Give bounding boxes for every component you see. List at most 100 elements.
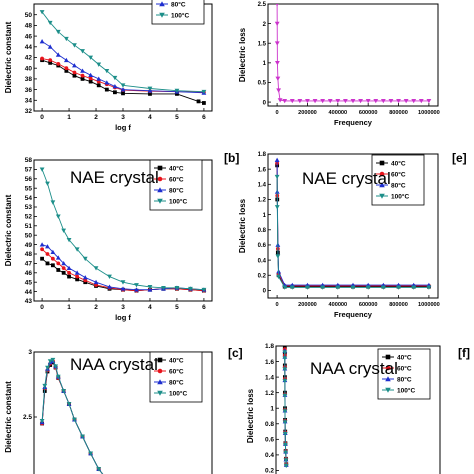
y-tick-label: 34 [25, 98, 33, 105]
data-point [120, 280, 126, 285]
series-group-e [274, 157, 432, 290]
data-point [120, 87, 126, 92]
data-point [96, 62, 102, 67]
data-point [113, 90, 117, 95]
series-line [276, 4, 429, 102]
data-point [201, 89, 207, 95]
y-tick-label: 44 [25, 289, 33, 296]
series-group-b [39, 167, 207, 293]
legend-marker [379, 182, 385, 188]
y-tick-label: 36 [25, 87, 33, 94]
data-point [47, 20, 53, 26]
data-point [380, 285, 386, 290]
data-point [45, 252, 50, 256]
x-tick-label: 1000000 [418, 110, 440, 116]
data-point [275, 60, 280, 66]
series-group-f [282, 346, 289, 469]
data-point [107, 274, 112, 279]
legend-label: 60°C [169, 176, 184, 184]
data-point [82, 275, 88, 280]
data-point [275, 76, 281, 81]
data-point [50, 256, 55, 261]
data-point [55, 52, 61, 57]
data-point [42, 383, 48, 389]
data-point [50, 357, 56, 363]
data-point [39, 39, 45, 44]
data-point [61, 270, 66, 275]
x-tick-label: 4 [148, 114, 152, 121]
data-point [82, 256, 88, 262]
x-tick-label: 3 [121, 304, 125, 311]
legend-label: 60°C [397, 365, 412, 373]
data-point [48, 60, 53, 65]
data-point [283, 463, 289, 469]
data-point [47, 44, 53, 49]
data-point [93, 279, 99, 285]
data-point [175, 91, 179, 96]
data-point [45, 365, 50, 370]
x-tick-label: 0 [40, 304, 44, 311]
data-point [289, 285, 295, 290]
data-point [277, 98, 283, 103]
data-point [320, 285, 326, 290]
data-point [411, 99, 417, 104]
y-tick-label: 38 [25, 76, 33, 83]
series-line [41, 11, 204, 93]
data-point [64, 66, 69, 71]
data-point [327, 99, 333, 104]
data-point [147, 287, 153, 292]
x-axis-label-b: log f [115, 313, 131, 322]
y-tick-label: 46 [25, 33, 33, 40]
legend-marker [157, 368, 163, 374]
data-point [305, 285, 310, 290]
data-point [134, 283, 139, 288]
y-tick-label: 0.2 [258, 273, 267, 279]
legend-label: 40°C [169, 357, 184, 365]
chart-panel-e: 0 0.2 0.4 0.6 0.8 1 1.2 1.4 1.6 1.8 0 200000 400000 6… [238, 152, 440, 319]
y-tick-label: 45 [25, 279, 33, 286]
y-tick-label: 1.6 [265, 359, 274, 366]
data-point [335, 285, 341, 290]
x-tick-label: 400000 [328, 110, 347, 116]
data-point [275, 4, 279, 7]
data-point [320, 99, 326, 104]
data-point [96, 83, 101, 88]
data-point [63, 57, 69, 63]
legend-marker [157, 187, 163, 193]
y-tick-label: 50 [25, 12, 33, 19]
data-point [50, 249, 56, 255]
data-point [56, 261, 61, 266]
data-point [39, 10, 45, 15]
data-point [66, 265, 72, 270]
data-point [112, 75, 118, 81]
y-tick-label: 3 [28, 349, 32, 356]
x-tick-label: 200000 [298, 302, 317, 308]
data-point [67, 274, 71, 279]
data-point [61, 266, 66, 270]
y-tick-label: 1.5 [258, 41, 267, 47]
y-tick-label: 1.2 [258, 198, 267, 204]
data-point [53, 364, 58, 369]
data-point [45, 261, 50, 266]
data-point [56, 268, 61, 272]
data-point [282, 409, 288, 414]
legend-label: 100°C [391, 193, 409, 201]
data-point [72, 63, 77, 68]
series-group-a [39, 10, 207, 105]
y-axis-label-e: Dielectric loss [238, 198, 247, 253]
data-point [282, 379, 288, 384]
data-point [121, 91, 125, 96]
data-point [282, 442, 288, 448]
data-point [343, 99, 348, 104]
data-point [48, 58, 53, 63]
x-tick-label: 600000 [359, 302, 378, 308]
data-point [39, 167, 45, 172]
data-point [120, 83, 126, 88]
data-point [282, 356, 288, 361]
data-point [161, 285, 166, 291]
legend-label: 100°C [397, 387, 415, 395]
data-point [72, 73, 77, 78]
legend-marker [385, 354, 391, 360]
data-point [61, 261, 67, 266]
